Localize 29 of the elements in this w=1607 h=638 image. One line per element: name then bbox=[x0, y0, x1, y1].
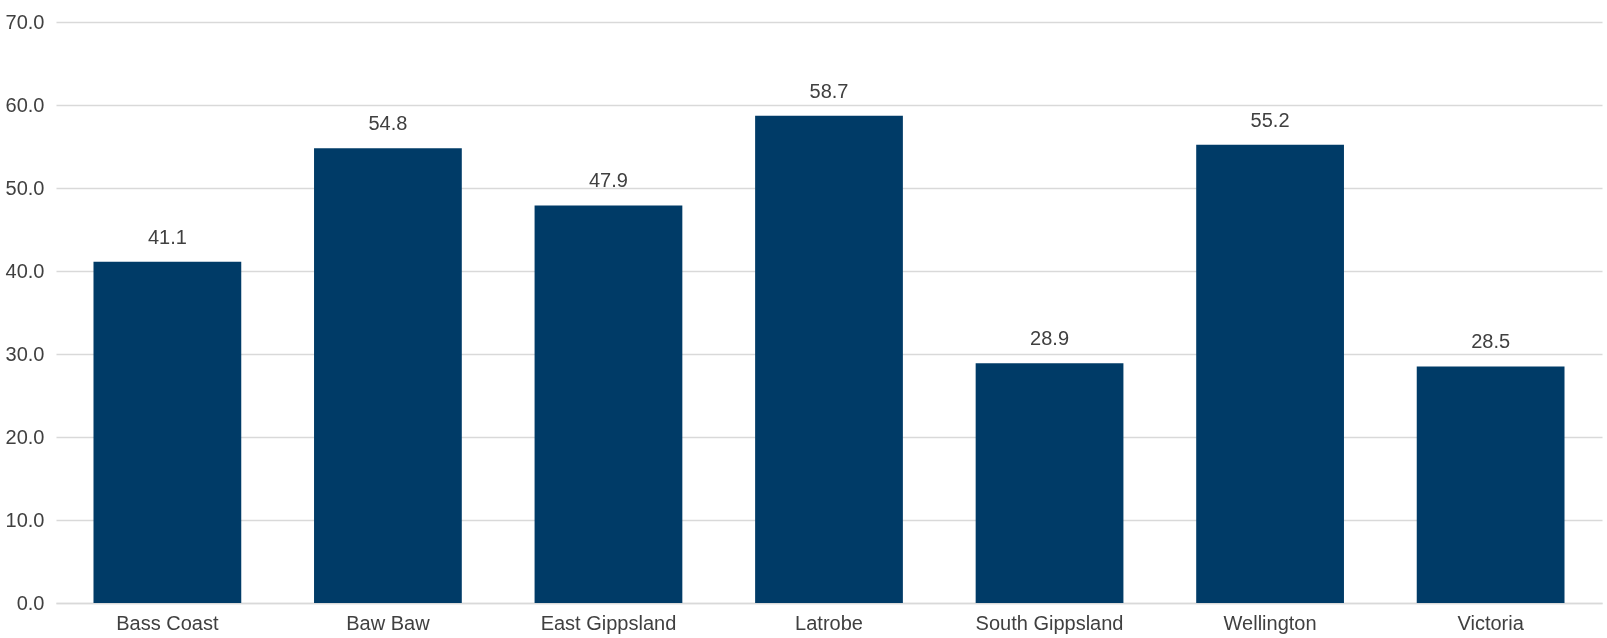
bar bbox=[1196, 144, 1344, 603]
data-label: 28.5 bbox=[1471, 330, 1511, 353]
bar bbox=[534, 205, 683, 603]
data-label: 58.7 bbox=[809, 79, 849, 102]
data-label: 47.9 bbox=[588, 169, 628, 192]
y-tick-label: 50.0 bbox=[5, 176, 45, 199]
x-tick-label: East Gippsland bbox=[540, 611, 677, 634]
x-tick-label: South Gippsland bbox=[975, 611, 1124, 634]
y-tick-label: 30.0 bbox=[5, 342, 45, 365]
bar bbox=[1416, 366, 1565, 603]
data-label: 54.8 bbox=[368, 112, 408, 135]
y-tick-label: 20.0 bbox=[5, 425, 45, 448]
bar bbox=[755, 115, 903, 603]
y-tick-label: 10.0 bbox=[5, 508, 45, 531]
x-tick-label: Baw Baw bbox=[346, 611, 431, 634]
x-tick-label: Victoria bbox=[1457, 611, 1525, 634]
y-tick-label: 0.0 bbox=[16, 591, 45, 614]
x-tick-label: Wellington bbox=[1223, 611, 1317, 634]
data-label: 28.9 bbox=[1030, 327, 1070, 350]
y-tick-label: 70.0 bbox=[5, 10, 45, 33]
y-tick-label: 60.0 bbox=[5, 93, 45, 116]
bar bbox=[975, 363, 1124, 603]
bar bbox=[314, 148, 462, 603]
data-label: 41.1 bbox=[147, 225, 187, 248]
x-tick-label: Bass Coast bbox=[116, 611, 219, 634]
x-tick-label: Latrobe bbox=[795, 611, 863, 634]
bar bbox=[93, 261, 242, 603]
y-tick-label: 40.0 bbox=[5, 259, 45, 282]
data-label: 55.2 bbox=[1250, 108, 1290, 131]
